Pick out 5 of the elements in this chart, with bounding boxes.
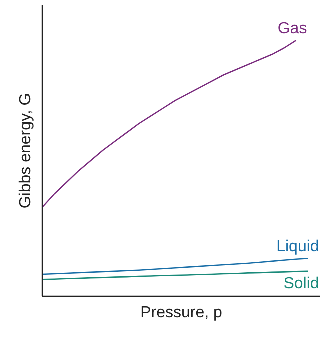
- x-axis-title: Pressure, p: [140, 304, 223, 322]
- series-label: Liquid: [276, 238, 320, 256]
- series-label: Solid: [284, 275, 320, 292]
- series-label: Gas: [278, 20, 308, 38]
- y-axis-title: Gibbs energy, G: [18, 93, 34, 209]
